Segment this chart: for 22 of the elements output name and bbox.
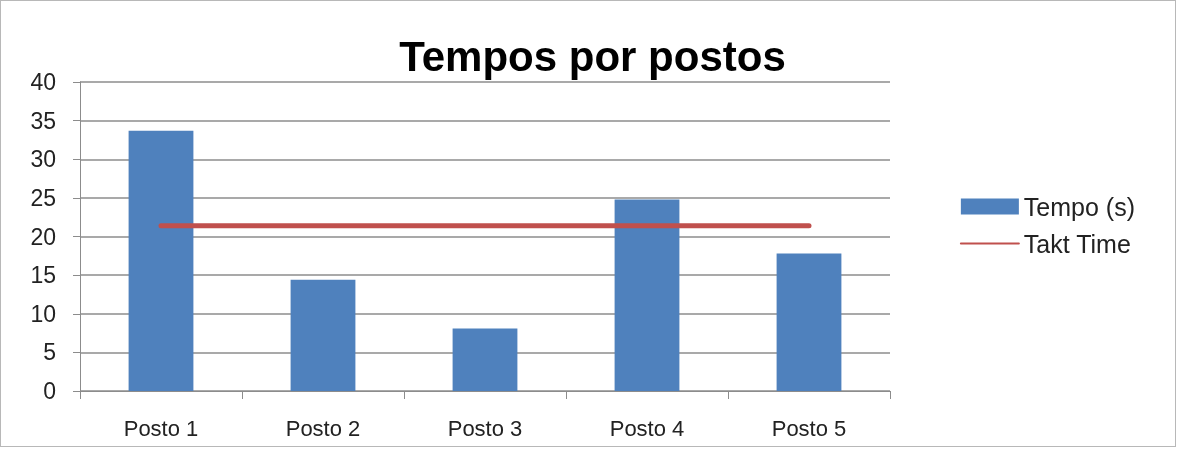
legend-label: Takt Time xyxy=(1023,229,1131,258)
bar xyxy=(128,130,194,391)
y-tick-label: 20 xyxy=(30,223,56,250)
y-tick-label: 25 xyxy=(30,184,56,211)
y-tick-label: 0 xyxy=(43,378,56,404)
y-tick-label: 10 xyxy=(30,300,56,327)
x-tick-label: Posto 3 xyxy=(447,415,523,441)
y-tick-label: 40 xyxy=(30,69,56,95)
bar xyxy=(614,199,680,391)
y-tick-label: 35 xyxy=(30,107,56,134)
bar xyxy=(452,328,518,391)
chart-title: Tempos por postos xyxy=(399,32,786,80)
y-tick-label: 5 xyxy=(43,339,56,366)
legend-label: Tempo (s) xyxy=(1023,192,1136,221)
bar xyxy=(290,279,356,391)
x-tick-label: Posto 2 xyxy=(285,415,361,441)
x-tick-label: Posto 4 xyxy=(609,415,685,441)
x-tick-label: Posto 1 xyxy=(123,415,199,441)
y-tick-label: 15 xyxy=(30,262,56,289)
bar xyxy=(776,253,842,391)
x-tick-label: Posto 5 xyxy=(771,415,847,441)
y-tick-label: 30 xyxy=(30,146,56,173)
